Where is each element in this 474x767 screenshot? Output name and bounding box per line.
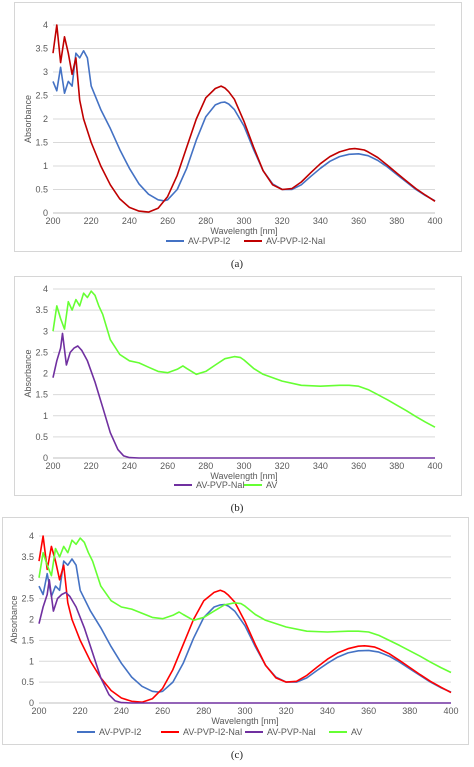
x-tick-label: 300 [237, 706, 252, 716]
series-line-av-pvp-i2-nai [52, 24, 436, 213]
y-tick-label: 2.5 [35, 347, 48, 357]
x-tick-label: 280 [198, 216, 213, 226]
x-tick-label: 240 [122, 461, 137, 471]
legend-label-av-pvp-nai: AV-PVP-NaI [196, 480, 245, 490]
x-tick-label: 320 [279, 706, 294, 716]
caption-b: (b) [230, 502, 244, 514]
y-tick-label: 1.5 [35, 390, 48, 400]
x-tick-label: 340 [313, 216, 328, 226]
x-tick-label: 240 [122, 216, 137, 226]
y-tick-label: 0.5 [35, 432, 48, 442]
caption-c: (c) [230, 749, 244, 761]
chart-a: 0 0.5 1 1.5 2 2.5 3 3.5 4 200 220 240 260 280 300 320 34… [23, 20, 443, 246]
series-line-av-pvp-nai [52, 332, 435, 459]
y-tick-label: 1.5 [21, 635, 34, 645]
legend-label-av-pvp-i2: AV-PVP-I2 [188, 236, 230, 246]
x-tick-label: 400 [443, 706, 458, 716]
legend-label-av: AV [351, 727, 362, 737]
y-axis-label: Absorbance [23, 349, 33, 397]
y-tick-label: 0 [29, 698, 34, 708]
x-tick-label: 220 [84, 216, 99, 226]
y-tick-label: 3 [43, 67, 48, 77]
series-line-av-pvp-i2-nai [38, 535, 452, 703]
x-tick-label: 360 [351, 461, 366, 471]
legend-label-av-pvp-i2-nai: AV-PVP-I2-NaI [183, 727, 242, 737]
y-tick-label: 0.5 [35, 185, 48, 195]
legend-label-av-pvp-i2-nai: AV-PVP-I2-NaI [266, 236, 325, 246]
x-tick-label: 360 [351, 216, 366, 226]
legend-label-av: AV [266, 480, 277, 490]
chart-c: 0 0.5 1 1.5 2 2.5 3 3.5 4 200 220 240 260 280 300 320 34… [9, 531, 459, 737]
y-axis-label: Absorbance [9, 595, 19, 643]
y-tick-label: 3 [43, 326, 48, 336]
series-line-av [52, 290, 436, 428]
y-axis-label: Absorbance [23, 95, 33, 143]
y-tick-label: 2 [43, 369, 48, 379]
series-line-av [38, 537, 452, 674]
caption-a: (a) [230, 258, 244, 270]
x-axis-label: Wavelength [nm] [210, 226, 277, 236]
chart-panel-b: 0 0.5 1 1.5 2 2.5 3 3.5 4 200 220 240 260 280 300 320 34… [14, 276, 462, 496]
legend-label-av-pvp-i2: AV-PVP-I2 [99, 727, 141, 737]
series-line-av-pvp-nai [38, 578, 451, 704]
y-tick-label: 1 [29, 656, 34, 666]
y-tick-label: 2 [29, 615, 34, 625]
y-tick-label: 0.5 [21, 677, 34, 687]
chart-panel-a: 0 0.5 1 1.5 2 2.5 3 3.5 4 200 220 240 260 280 300 320 34… [14, 2, 462, 252]
y-tick-label: 1 [43, 411, 48, 421]
x-tick-label: 280 [196, 706, 211, 716]
x-tick-label: 220 [84, 461, 99, 471]
x-axis-label: Wavelength [nm] [211, 716, 278, 726]
legend-label-av-pvp-nai: AV-PVP-NaI [267, 727, 316, 737]
x-tick-label: 260 [160, 461, 175, 471]
x-tick-label: 400 [427, 461, 442, 471]
y-tick-label: 4 [29, 531, 34, 541]
x-tick-label: 380 [402, 706, 417, 716]
y-tick-label: 2.5 [35, 91, 48, 101]
y-tick-label: 0 [43, 208, 48, 218]
x-tick-label: 200 [45, 216, 60, 226]
x-tick-label: 300 [236, 461, 251, 471]
x-tick-label: 260 [155, 706, 170, 716]
x-tick-label: 200 [45, 461, 60, 471]
x-tick-label: 340 [313, 461, 328, 471]
y-tick-label: 3.5 [35, 305, 48, 315]
x-tick-label: 380 [389, 461, 404, 471]
chart-b: 0 0.5 1 1.5 2 2.5 3 3.5 4 200 220 240 260 280 300 320 34… [23, 284, 443, 490]
x-tick-label: 240 [114, 706, 129, 716]
x-tick-label: 300 [236, 216, 251, 226]
series-line-av-pvp-i2 [52, 49, 436, 202]
y-tick-label: 3 [29, 573, 34, 583]
y-tick-label: 3.5 [21, 552, 34, 562]
x-axis-label: Wavelength [nm] [210, 471, 277, 481]
x-tick-label: 360 [361, 706, 376, 716]
y-tick-label: 2 [43, 114, 48, 124]
x-tick-label: 380 [389, 216, 404, 226]
x-tick-label: 400 [427, 216, 442, 226]
y-tick-label: 3.5 [35, 44, 48, 54]
y-tick-label: 4 [43, 284, 48, 294]
x-tick-label: 220 [73, 706, 88, 716]
y-tick-label: 4 [43, 20, 48, 30]
y-tick-label: 1.5 [35, 138, 48, 148]
x-tick-label: 200 [31, 706, 46, 716]
x-tick-label: 320 [275, 461, 290, 471]
chart-panel-c: 0 0.5 1 1.5 2 2.5 3 3.5 4 200 220 240 260 280 300 320 34… [2, 517, 469, 745]
y-tick-label: 0 [43, 453, 48, 463]
y-tick-label: 1 [43, 161, 48, 171]
x-tick-label: 340 [320, 706, 335, 716]
x-tick-label: 260 [160, 216, 175, 226]
y-tick-label: 2.5 [21, 594, 34, 604]
x-tick-label: 320 [275, 216, 290, 226]
x-tick-label: 280 [198, 461, 213, 471]
series-line-av-pvp-i2 [38, 558, 452, 693]
